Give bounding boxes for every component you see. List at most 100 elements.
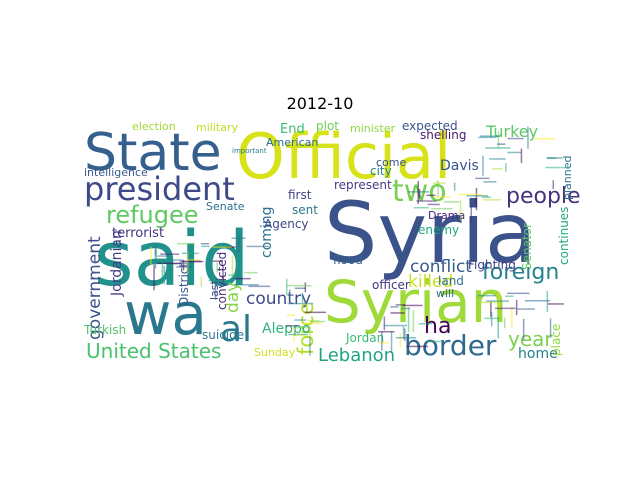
texture-stroke [432,182,446,184]
texture-stroke [475,177,490,180]
word-enemy: enemy [418,223,459,237]
word-city: city [370,164,392,178]
word-wa: wa [124,280,207,348]
texture-stroke [293,334,306,337]
texture-stroke [157,262,183,265]
texture-stroke [408,191,430,193]
texture-stroke [381,331,383,351]
texture-stroke [475,187,478,211]
texture-stroke [228,274,237,276]
word-drama: Drama [428,209,465,222]
texture-stroke [492,168,503,170]
word-suicide: suicide [202,328,244,342]
word-ha: ha [424,314,451,339]
texture-stroke [292,326,311,329]
texture-stroke [390,312,405,314]
texture-stroke [522,318,525,340]
word-state: State [84,123,222,183]
word-american: American [266,136,318,149]
texture-stroke [427,203,440,206]
texture-stroke [214,279,217,300]
word-important: important [232,147,267,155]
texture-stroke [289,289,291,300]
word-fighting: Fighting [468,258,516,272]
word-davis: Davis [440,158,479,174]
texture-stroke [304,311,326,314]
texture-stroke [160,253,180,255]
texture-stroke [497,143,506,145]
word-plot: plot [316,119,339,133]
texture-stroke [497,131,500,149]
texture-stroke [401,307,410,310]
word-election: election [132,120,176,133]
word-refugee: refugee [106,201,199,229]
texture-stroke [179,260,202,263]
word-military: military [196,121,238,134]
word-terrorist: terrorist [112,226,164,241]
texture-stroke [383,316,386,331]
texture-stroke [307,319,320,322]
texture-stroke [173,259,184,261]
texture-stroke [545,166,571,169]
texture-stroke [231,237,246,239]
texture-stroke [231,255,234,277]
texture-stroke [153,264,155,291]
texture-stroke [181,252,199,255]
word-lebanon: Lebanon [318,345,395,366]
texture-stroke [504,317,506,329]
texture-stroke [200,243,209,245]
texture-stroke [511,306,513,328]
word-year: year [508,327,553,351]
texture-stroke [402,326,405,340]
word-shelling: shelling [420,128,466,142]
texture-stroke [418,323,433,325]
texture-stroke [477,294,496,297]
texture-stroke [176,266,192,268]
texture-stroke [434,196,451,198]
word-foreign: foreign [482,260,559,285]
texture-stroke [507,151,522,154]
word-minister: minister [350,122,396,135]
word-border: border [404,329,497,362]
texture-stroke [490,301,492,317]
word-continues: continues [557,207,571,265]
word-people: people [506,184,581,209]
texture-stroke [481,196,492,199]
texture-stroke [483,181,497,183]
texture-stroke [294,319,307,321]
texture-stroke [234,284,259,286]
word-government: government [85,236,105,340]
word-coming: coming [259,206,275,258]
word-jordanian: Jordanian [109,230,125,297]
texture-stroke [481,301,500,304]
texture-stroke [177,242,195,245]
texture-stroke [161,261,164,285]
texture-stroke [478,136,497,139]
texture-stroke [480,135,500,137]
word-sent: sent [292,203,318,217]
word-united-states: United States [86,339,221,363]
texture-stroke [301,292,304,303]
texture-stroke [485,147,511,149]
texture-stroke [395,337,416,339]
texture-stroke [246,245,269,248]
word-place: place [549,324,563,356]
word-flood: flood [333,253,363,267]
texture-stroke [287,302,314,305]
word-agency: Agency [264,217,309,231]
word-official: Official [236,120,451,193]
small-word-texture [150,126,571,356]
texture-stroke [418,189,421,199]
texture-stroke [482,155,484,176]
texture-stroke [222,265,224,282]
texture-stroke [187,252,189,275]
word-senate: Senate [206,200,245,213]
texture-stroke [212,260,223,262]
texture-stroke [154,249,157,269]
texture-stroke [426,194,436,197]
texture-stroke [288,333,308,336]
texture-stroke [416,200,437,202]
word-sunday: Sunday [254,346,296,359]
texture-stroke [407,307,410,333]
texture-stroke [437,180,439,197]
